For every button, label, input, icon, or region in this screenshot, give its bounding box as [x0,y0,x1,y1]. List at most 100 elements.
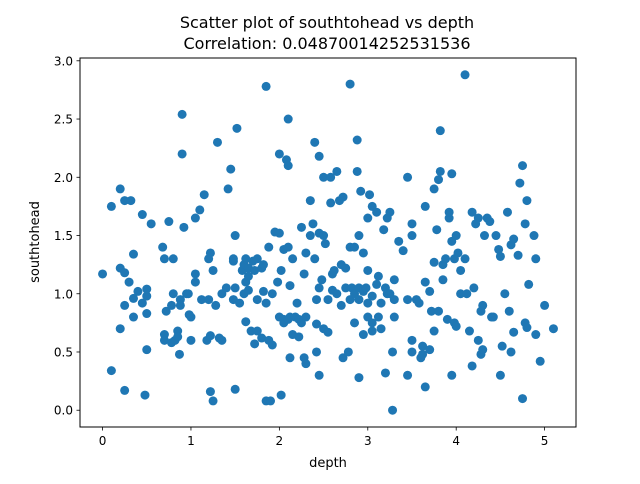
data-point [173,332,183,342]
data-point [168,254,178,264]
data-point [473,335,483,345]
data-point [159,254,169,264]
data-point [264,242,274,252]
data-point [435,126,445,136]
data-point [531,330,541,340]
data-point [352,135,362,145]
y-tick-label: 3.0 [54,54,73,68]
data-point [137,210,147,220]
data-point [438,275,448,285]
data-point [460,70,470,80]
data-point [305,231,315,241]
x-tick-label: 3 [364,434,372,448]
data-point [197,295,207,305]
data-point [266,396,276,406]
data-point [310,137,320,147]
data-point [389,275,399,285]
data-point [223,184,233,194]
data-point [403,370,413,380]
data-point [529,231,539,241]
data-point [221,283,231,293]
data-point [128,293,138,303]
data-point [310,254,320,264]
data-point [217,335,227,345]
data-point [414,298,424,308]
data-point [142,309,152,319]
data-point [385,207,395,217]
data-point [473,213,483,223]
data-point [494,244,504,254]
data-point [425,345,435,355]
data-point [462,289,472,299]
data-point [205,248,215,258]
data-point [115,184,125,194]
y-tick-label: 1.5 [54,229,73,243]
x-axis-label: depth [309,456,347,471]
data-point [429,257,439,267]
data-point [502,207,512,217]
data-point [403,172,413,182]
chart-title: Scatter plot of southtohead vs depth [180,13,474,32]
data-point [356,186,366,196]
data-point [246,326,256,336]
data-point [175,300,185,310]
data-point [285,353,295,363]
data-point [276,390,286,400]
data-point [518,161,528,171]
data-point [230,231,240,241]
data-point [407,219,417,229]
data-point [168,289,178,299]
data-point [323,295,333,305]
data-point [230,283,240,293]
data-point [389,312,399,322]
data-point [376,324,386,334]
data-point [478,345,488,355]
data-point [211,300,221,310]
data-point [195,205,205,215]
data-point [332,166,342,176]
data-point [137,298,147,308]
data-point [326,198,336,208]
data-point [106,201,116,211]
data-point [363,265,373,275]
data-point [283,114,293,124]
y-axis-label: southtohead [28,201,43,283]
data-point [394,236,404,246]
data-point [451,321,461,331]
data-point [205,387,215,397]
data-point [228,254,238,264]
x-tick-label: 4 [452,434,460,448]
data-point [388,405,398,415]
data-point [252,254,262,264]
data-point [418,341,428,351]
data-point [142,284,152,294]
data-point [301,312,311,322]
data-point [453,248,463,258]
data-point [372,279,382,289]
data-point [252,326,262,336]
data-point [177,109,187,119]
data-point [491,231,501,241]
data-point [329,265,339,275]
data-point [358,248,368,258]
data-point [451,231,461,241]
data-point [232,123,242,133]
data-point [354,295,364,305]
data-point [142,291,152,301]
data-point [241,254,251,264]
data-point [314,283,324,293]
data-point [323,327,333,337]
data-point [522,323,532,333]
data-point [522,196,532,206]
data-point [531,254,541,264]
data-point [142,345,152,355]
data-point [183,289,193,299]
data-point [425,286,435,296]
data-point [403,295,413,305]
data-point [504,306,514,316]
data-point [273,277,283,287]
data-point [376,298,386,308]
data-point [548,324,558,334]
data-point [317,275,327,285]
